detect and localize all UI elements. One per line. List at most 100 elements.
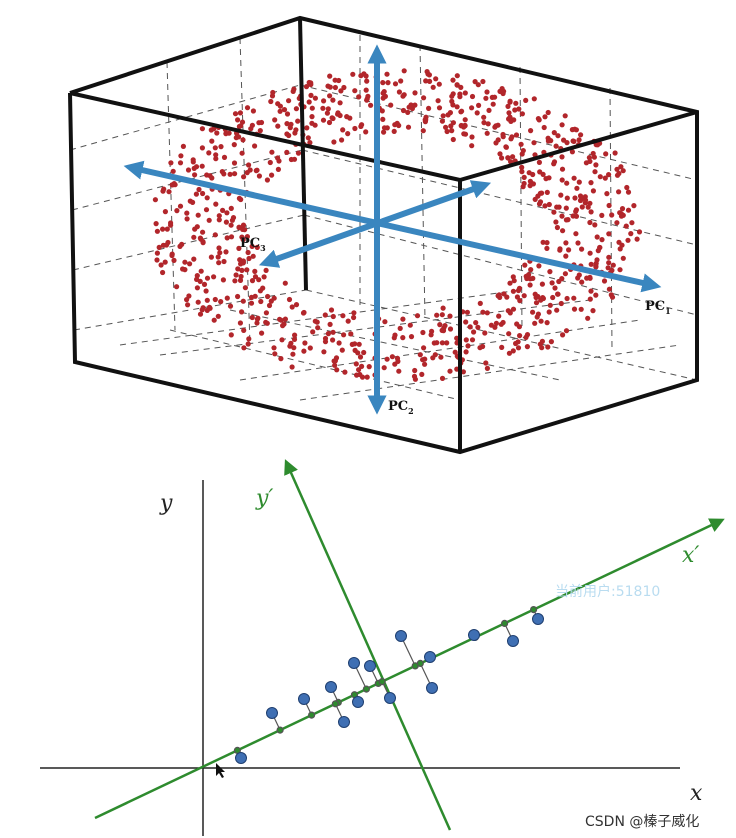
cloud-point [240,137,246,143]
sample-point [338,716,350,728]
cloud-point [625,207,632,213]
cloud-point [590,150,596,157]
cloud-point [522,262,528,268]
cloud-point [248,300,255,306]
cloud-point [198,268,204,274]
cloud-point [505,103,511,109]
cloud-point [462,131,469,137]
cloud-point [179,241,185,247]
cloud-point [322,335,329,342]
cloud-point [161,186,167,192]
cloud-point [398,78,404,84]
cloud-point [381,365,387,371]
cloud-point [573,231,579,237]
pc2-label: PC2 [388,399,414,416]
cloud-point [392,361,398,367]
cloud-point [321,349,327,355]
cloud-point [520,148,526,154]
cloud-point [587,296,593,302]
cloud-point [338,88,344,94]
cloud-point [276,158,282,164]
cloud-point [524,275,530,282]
cloud-point [484,365,490,371]
cloud-point [231,160,238,166]
cloud-point [421,345,427,351]
cloud-point [524,332,531,338]
cloud-point [499,86,505,92]
cloud-point [545,138,552,144]
cloud-point [469,93,476,100]
cloud-point [536,201,543,207]
cloud-point [288,156,294,163]
cloud-point [575,240,581,246]
cloud-point [252,143,258,149]
cloud-point [351,310,357,316]
cloud-point [185,302,191,308]
cloud-point [523,97,529,103]
cloud-point [463,337,469,343]
cloud-point [309,120,315,126]
cloud-point [555,133,561,139]
cloud-point [269,93,276,99]
cloud-point [544,189,550,195]
cloud-point [545,344,551,350]
cloud-point [438,354,444,360]
cloud-point [194,285,200,291]
cloud-point [292,332,298,338]
cloud-point [293,106,299,112]
cloud-point [489,94,495,100]
cloud-point [364,78,370,84]
cloud-point [325,106,331,112]
cloud-point [171,257,177,263]
cloud-point [606,202,612,209]
cloud-point [609,212,615,218]
cloud-point [439,118,445,124]
cloud-point [341,332,347,338]
cloud-point [351,314,357,321]
cloud-point [452,349,458,355]
cloud-point [579,246,585,252]
grid-line-1 [239,37,251,346]
cloud-point [330,115,336,122]
grid-line-15 [119,289,521,346]
cloud-point [463,319,469,325]
cloud-point [209,138,215,144]
cloud-point [431,340,437,346]
cloud-point [164,226,170,232]
cloud-point [397,325,403,331]
cloud-point [616,239,622,245]
cloud-point [352,341,358,347]
projected-point [308,711,316,719]
cloud-point [584,275,590,281]
cloud-point [503,144,509,150]
cloud-point [239,309,245,315]
cloud-point [287,343,293,349]
cloud-point [513,100,519,106]
cloud-point [192,172,198,178]
cloud-point [483,360,489,366]
cloud-point [450,91,456,97]
cloud-point [564,180,570,186]
cloud-point [199,307,205,313]
cloud-point [469,134,475,140]
cloud-point [594,234,600,240]
cloud-point [628,231,634,237]
cloud-point [365,93,371,99]
cloud-point [197,235,203,241]
cloud-point [266,302,273,309]
cloud-point [419,371,425,377]
cloud-point [284,149,290,155]
grid-line-18 [299,344,681,401]
cloud-point [620,255,626,261]
cloud-point [220,277,226,283]
cloud-point [332,84,338,91]
box-grid [69,17,698,401]
cloud-point [440,113,446,119]
cloud-point [439,327,445,333]
cloud-point [605,265,611,271]
grid-line-0 [166,61,176,331]
cloud-point [170,168,176,174]
cloud-point [252,293,258,299]
cloud-point [248,126,254,132]
cloud-point [484,310,490,316]
